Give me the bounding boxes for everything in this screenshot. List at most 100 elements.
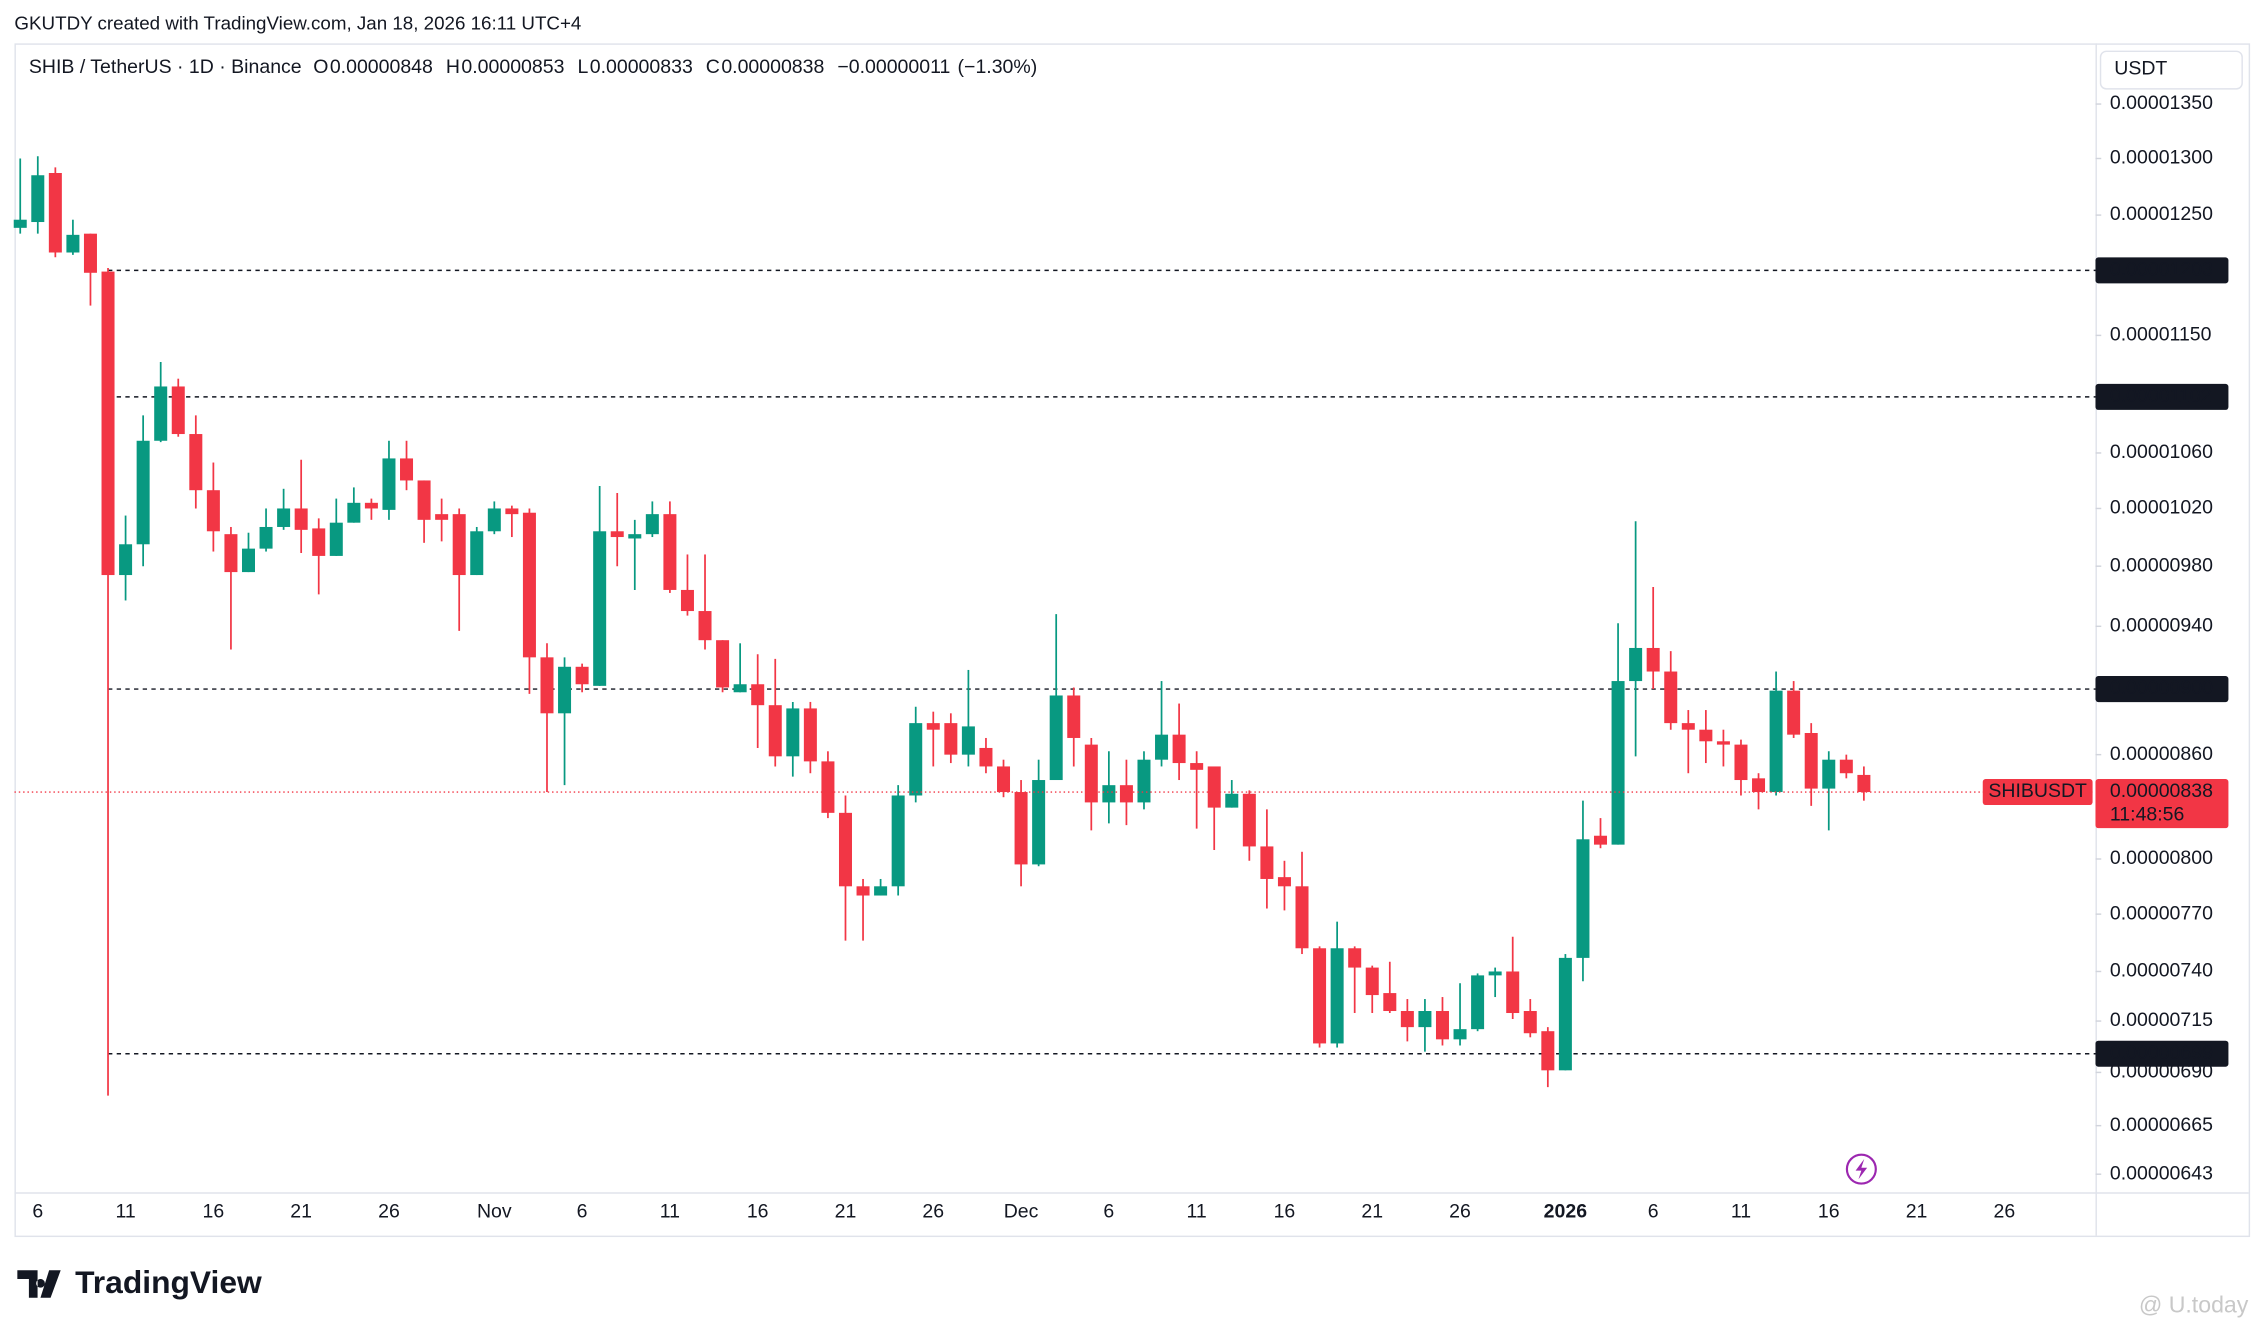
y-tick-label: 0.00001300 <box>2110 147 2213 169</box>
candle-body <box>575 666 589 685</box>
candle-body <box>838 812 852 887</box>
candle-body <box>645 514 659 535</box>
candle-body <box>487 508 501 532</box>
candle-body <box>1804 733 1818 789</box>
candle-body <box>1769 690 1783 793</box>
candle-body <box>435 514 449 520</box>
candle-body <box>1822 759 1836 789</box>
candle-body <box>294 508 308 530</box>
candle-body <box>1365 967 1379 996</box>
candle-body <box>680 589 694 612</box>
y-tick-label: 0.00000860 <box>2110 743 2213 765</box>
x-tick-label: 6 <box>1103 1201 1114 1223</box>
candle-body <box>1734 744 1748 781</box>
candle-body <box>277 508 291 527</box>
y-tick-label: 0.00000665 <box>2110 1114 2213 1136</box>
candle-body <box>382 458 396 510</box>
icon-ring[interactable] <box>1845 1153 1877 1185</box>
y-tick-label: 0.00000940 <box>2110 614 2213 636</box>
candle-body <box>891 795 905 887</box>
candle-body <box>1260 846 1274 879</box>
candle-body <box>716 640 730 688</box>
candle-body <box>1277 877 1291 887</box>
last-price-symbol-box <box>1982 779 2093 806</box>
candle-body <box>119 544 133 576</box>
candle-body <box>1242 793 1256 847</box>
candle-body <box>1313 948 1327 1044</box>
candle-body <box>1857 774 1871 793</box>
legend-value: 0.00000848 <box>330 56 433 78</box>
candle-body <box>364 502 378 509</box>
candle-body <box>13 219 27 228</box>
y-tick-label: 0.00000800 <box>2110 847 2213 869</box>
candle-body <box>1629 647 1643 682</box>
x-tick-label: 11 <box>115 1201 135 1223</box>
y-tick-label: 0.00001020 <box>2110 497 2213 519</box>
legend-value: 0.00000838 <box>721 56 824 78</box>
candle-body <box>505 508 519 515</box>
candle-body <box>1681 723 1695 730</box>
y-tick-label: 0.00000715 <box>2110 1009 2213 1031</box>
watermark: @ U.today <box>2139 1292 2249 1318</box>
y-tick-label: 0.00000643 <box>2110 1162 2213 1184</box>
lightning-icon[interactable] <box>1845 1153 1877 1185</box>
candle-body <box>1032 780 1046 865</box>
candle-body <box>1506 971 1520 1014</box>
candle-body <box>83 233 97 273</box>
candle-body <box>997 766 1011 793</box>
candle-body <box>1594 835 1608 845</box>
price-line-label: 0.00001102 <box>2110 385 2212 407</box>
candle-body <box>1716 741 1730 745</box>
candle-body <box>1611 681 1625 845</box>
candle-body <box>1348 948 1362 968</box>
candle-body <box>1207 766 1221 808</box>
candle-body <box>1576 839 1590 958</box>
brand: TradingView <box>75 1264 262 1300</box>
candle-body <box>1541 1031 1555 1071</box>
candle-body <box>1664 671 1678 724</box>
currency-button[interactable] <box>2099 50 2243 90</box>
last-price-symbol: SHIBUSDT <box>1988 780 2087 802</box>
price-line-label: 0.00001203 <box>2110 259 2213 281</box>
price-line-label: 0.00000699 <box>2110 1042 2213 1064</box>
legend-value: 0.00000853 <box>461 56 564 78</box>
x-tick-label: Nov <box>477 1201 512 1223</box>
legend-change: −0.00000011 <box>837 56 950 78</box>
candle-body <box>1471 975 1485 1030</box>
candle-body <box>698 611 712 641</box>
x-tick-label: 21 <box>1361 1201 1383 1223</box>
candle-body <box>1453 1029 1467 1040</box>
candle-body <box>1787 690 1801 735</box>
x-tick-label: 16 <box>747 1201 769 1223</box>
x-tick-label: Dec <box>1004 1201 1039 1223</box>
x-tick-label: 6 <box>577 1201 588 1223</box>
candle-body <box>926 723 940 730</box>
y-tick-label: 0.00001250 <box>2110 203 2213 225</box>
x-tick-label: 21 <box>290 1201 312 1223</box>
y-tick-label: 0.00000980 <box>2110 554 2213 576</box>
price-line-label-box <box>2095 257 2229 284</box>
candle-body <box>31 175 45 223</box>
chart-frame <box>14 43 2251 1238</box>
candle-body <box>1400 1011 1414 1028</box>
icon-bolt[interactable] <box>1855 1159 1868 1180</box>
candle-body <box>1418 1011 1432 1028</box>
candle-body <box>803 708 817 762</box>
x-tick-label: 6 <box>1648 1201 1659 1223</box>
last-price-label: 0.00000838 <box>2110 780 2213 802</box>
candle-body <box>66 234 80 253</box>
x-tick-label: 21 <box>835 1201 857 1223</box>
candle-body <box>1295 886 1309 949</box>
candle-body <box>768 705 782 757</box>
x-tick-label: 26 <box>1994 1201 2016 1223</box>
x-tick-label: 21 <box>1906 1201 1928 1223</box>
candle-body <box>1383 993 1397 1012</box>
candle-body <box>171 386 185 435</box>
candle-body <box>1523 1011 1537 1034</box>
price-line-label-box <box>2095 1040 2229 1067</box>
candle-body <box>136 440 150 545</box>
currency[interactable]: USDT <box>2114 58 2167 80</box>
candle-body <box>1752 778 1766 793</box>
candle-body <box>1067 695 1081 738</box>
